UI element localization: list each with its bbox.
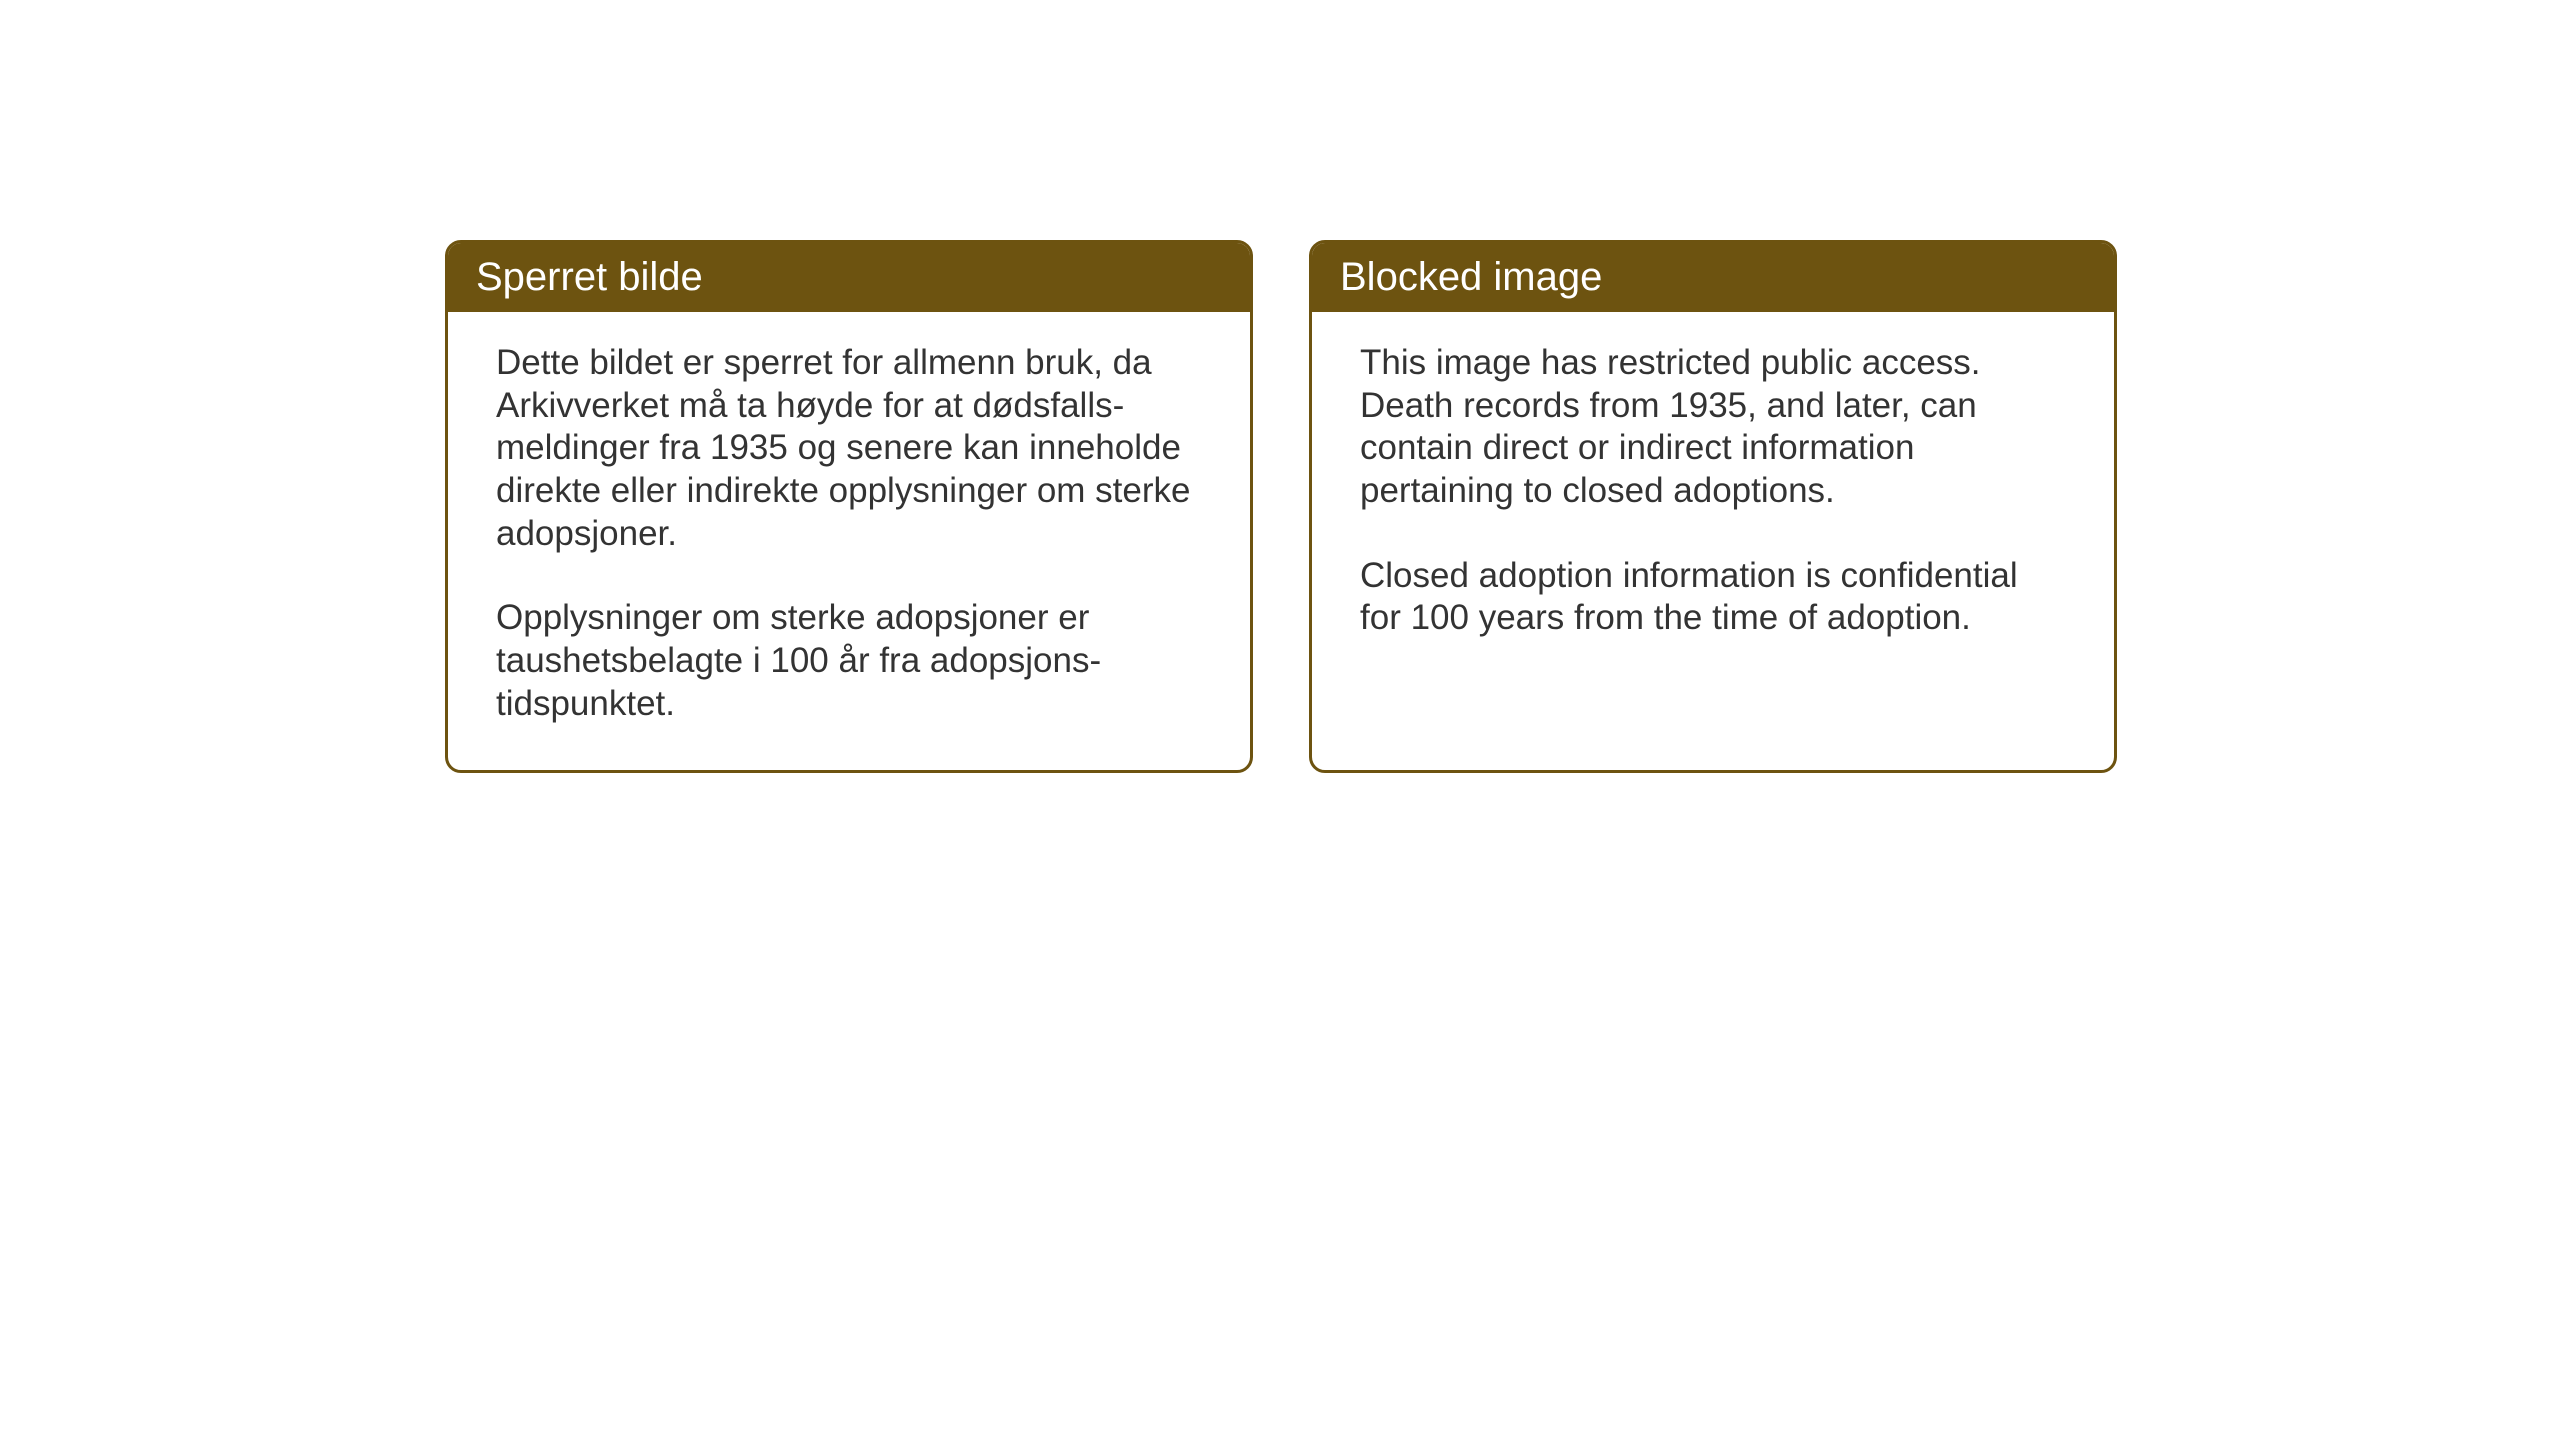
- norwegian-card-body: Dette bildet er sperret for allmenn bruk…: [448, 312, 1250, 770]
- english-paragraph-1: This image has restricted public access.…: [1360, 342, 2066, 513]
- norwegian-card: Sperret bilde Dette bildet er sperret fo…: [445, 240, 1253, 773]
- norwegian-paragraph-1: Dette bildet er sperret for allmenn bruk…: [496, 342, 1202, 555]
- norwegian-paragraph-2: Opplysninger om sterke adopsjoner er tau…: [496, 597, 1202, 725]
- english-card: Blocked image This image has restricted …: [1309, 240, 2117, 773]
- english-card-body: This image has restricted public access.…: [1312, 312, 2114, 684]
- english-paragraph-2: Closed adoption information is confident…: [1360, 555, 2066, 640]
- cards-container: Sperret bilde Dette bildet er sperret fo…: [0, 0, 2560, 773]
- norwegian-card-title: Sperret bilde: [448, 243, 1250, 312]
- english-card-title: Blocked image: [1312, 243, 2114, 312]
